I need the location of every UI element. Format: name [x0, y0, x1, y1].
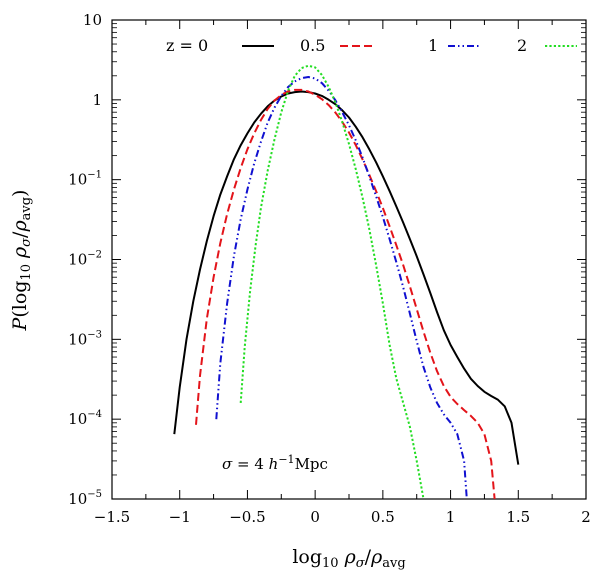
y-tick-label: 10−3: [68, 329, 102, 348]
x-tick-label: 0: [310, 508, 320, 526]
x-tick-label: 1: [446, 508, 456, 526]
y-tick-label: 1: [92, 91, 102, 109]
ticks: −1.5 −1 −0.5 0 0.5 1 1.5 2 10−5 10−4 10−3 10−2 10−1 1…: [68, 11, 591, 526]
y-tick-label: 10−1: [68, 170, 102, 189]
series-line-0: [173, 90, 520, 465]
x-tick-label: −1: [169, 508, 191, 526]
x-tick-label: −0.5: [229, 508, 265, 526]
plot-frame: [111, 19, 587, 500]
y-tick-label: 10−4: [68, 409, 102, 428]
y-tick-label: 10−2: [68, 250, 102, 269]
y-tick-label: 10: [83, 11, 102, 29]
legend-label-3: 2: [517, 36, 527, 55]
x-tick-label: 1.5: [506, 508, 530, 526]
legend: z = 0 0.5 1 2: [166, 36, 577, 55]
series-line-2: [215, 76, 468, 499]
annotation: σ = 4 h−1Mpc: [222, 453, 328, 474]
legend-label-0: z = 0: [166, 36, 208, 55]
series-line-3: [239, 64, 425, 499]
y-tick-label: 10−5: [68, 489, 102, 508]
x-tick-label: 0.5: [371, 508, 395, 526]
series-group: [173, 64, 520, 499]
x-axis-label: log10 ρσ/ρavg: [292, 546, 405, 571]
series-line-1: [195, 88, 496, 499]
legend-label-2: 1: [428, 36, 438, 55]
x-tick-label: −1.5: [94, 508, 130, 526]
x-tick-label: 2: [581, 508, 591, 526]
legend-label-1: 0.5: [300, 36, 325, 55]
y-axis-label: P(log10 ρσ/ρavg): [9, 190, 34, 332]
